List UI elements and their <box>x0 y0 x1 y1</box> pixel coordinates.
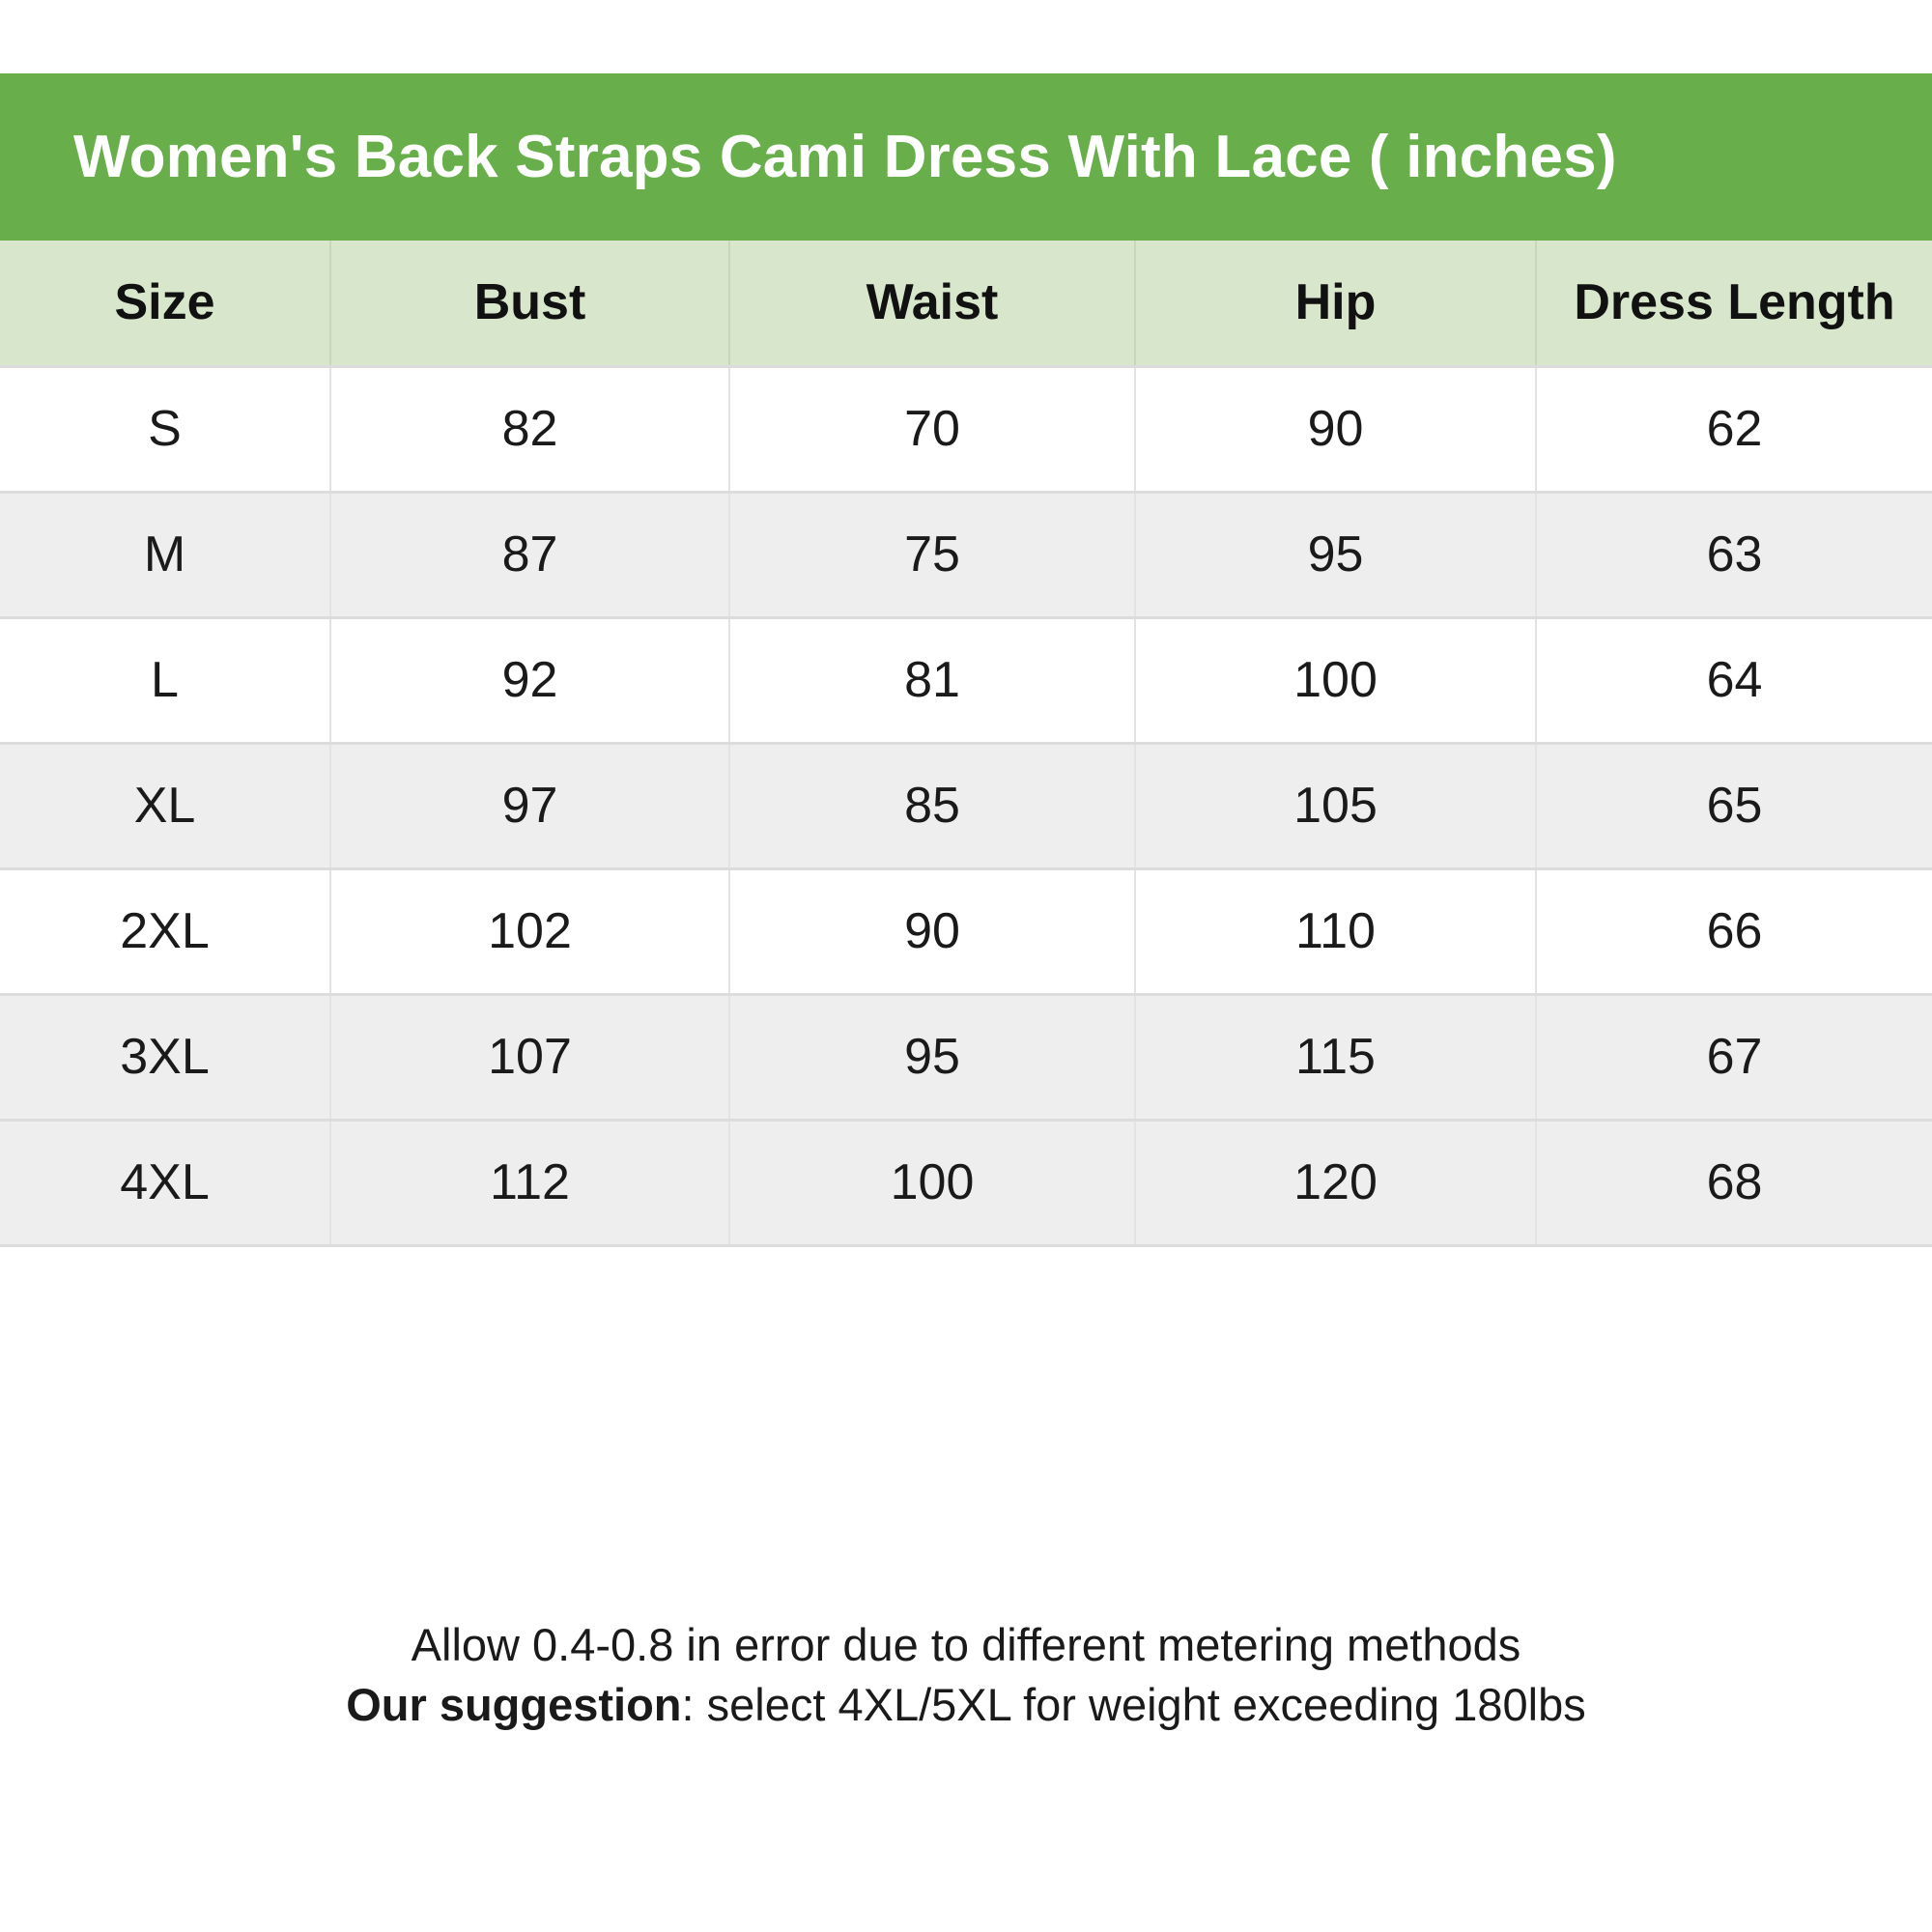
cell-waist: 90 <box>729 868 1136 996</box>
cell-bust: 102 <box>330 868 730 996</box>
cell-hip: 105 <box>1135 743 1537 870</box>
cell-waist: 95 <box>729 994 1136 1122</box>
cell-length: 63 <box>1536 492 1932 619</box>
table-row: 2XL 102 90 110 66 <box>0 868 1932 996</box>
table-row: L 92 81 100 64 <box>0 617 1932 745</box>
column-header-size: Size <box>0 241 331 368</box>
cell-bust: 97 <box>330 743 730 870</box>
table-row: 3XL 107 95 115 67 <box>0 994 1932 1122</box>
table-header: Size Bust Waist Hip Dress Length <box>0 241 1932 368</box>
cell-hip: 90 <box>1135 366 1537 494</box>
cell-length: 65 <box>1536 743 1932 870</box>
cell-size: XL <box>0 743 331 870</box>
page-title: Women's Back Straps Cami Dress With Lace… <box>73 124 1617 190</box>
cell-length: 67 <box>1536 994 1932 1122</box>
cell-waist: 70 <box>729 366 1136 494</box>
cell-length: 62 <box>1536 366 1932 494</box>
table-row: S 82 70 90 62 <box>0 366 1932 494</box>
note-measurement-tolerance: Allow 0.4-0.8 in error due to different … <box>411 1619 1521 1670</box>
note-suggestion-label: Our suggestion <box>346 1679 682 1731</box>
cell-size: L <box>0 617 331 745</box>
cell-waist: 75 <box>729 492 1136 619</box>
table-row: XL 97 85 105 65 <box>0 743 1932 870</box>
size-chart-table: Size Bust Waist Hip Dress Length S 82 70… <box>0 241 1932 1247</box>
cell-waist: 85 <box>729 743 1136 870</box>
cell-hip: 100 <box>1135 617 1537 745</box>
table-row: M 87 75 95 63 <box>0 492 1932 619</box>
cell-hip: 110 <box>1135 868 1537 996</box>
column-header-bust: Bust <box>330 241 730 368</box>
cell-length: 66 <box>1536 868 1932 996</box>
cell-bust: 112 <box>330 1120 730 1247</box>
cell-hip: 95 <box>1135 492 1537 619</box>
cell-size: 4XL <box>0 1120 331 1247</box>
cell-length: 68 <box>1536 1120 1932 1247</box>
note-size-suggestion: Our suggestion: select 4XL/5XL for weigh… <box>0 1675 1932 1735</box>
cell-waist: 81 <box>729 617 1136 745</box>
cell-bust: 92 <box>330 617 730 745</box>
title-banner: Women's Back Straps Cami Dress With Lace… <box>0 73 1932 241</box>
cell-hip: 120 <box>1135 1120 1537 1247</box>
cell-bust: 87 <box>330 492 730 619</box>
cell-length: 64 <box>1536 617 1932 745</box>
cell-waist: 100 <box>729 1120 1136 1247</box>
column-header-dress-length: Dress Length <box>1536 241 1932 368</box>
table-body: S 82 70 90 62 M 87 75 95 63 L 92 81 100 … <box>0 366 1932 1247</box>
cell-bust: 107 <box>330 994 730 1122</box>
column-header-waist: Waist <box>729 241 1136 368</box>
cell-hip: 115 <box>1135 994 1537 1122</box>
cell-size: 2XL <box>0 868 331 996</box>
note-suggestion-text: : select 4XL/5XL for weight exceeding 18… <box>681 1679 1586 1731</box>
cell-bust: 82 <box>330 366 730 494</box>
cell-size: 3XL <box>0 994 331 1122</box>
cell-size: M <box>0 492 331 619</box>
header-row: Size Bust Waist Hip Dress Length <box>0 241 1932 368</box>
column-header-hip: Hip <box>1135 241 1537 368</box>
footnotes: Allow 0.4-0.8 in error due to different … <box>0 1615 1932 1735</box>
table-row: 4XL 112 100 120 68 <box>0 1120 1932 1247</box>
cell-size: S <box>0 366 331 494</box>
